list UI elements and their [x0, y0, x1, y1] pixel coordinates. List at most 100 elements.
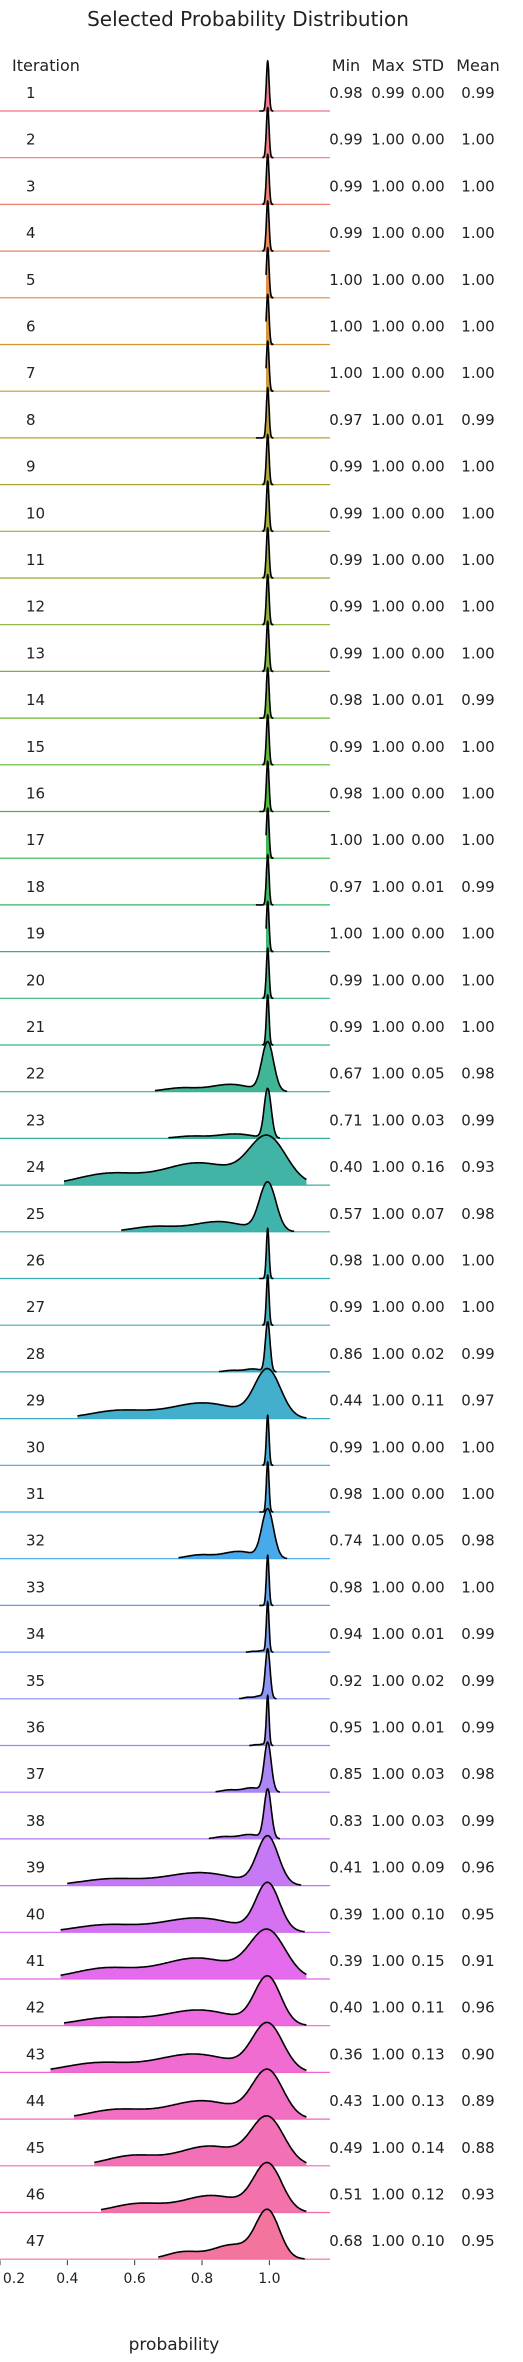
ridge-density-fill [121, 1181, 295, 1232]
stat-min: 0.99 [329, 131, 362, 149]
stat-max: 1.00 [371, 925, 404, 943]
ridge-row-23: 23 0.71 1.00 0.03 0.99 [0, 1087, 495, 1140]
stat-max: 1.00 [371, 1392, 404, 1410]
ridge-density-fill [94, 2115, 307, 2166]
stat-max: 1.00 [371, 1111, 404, 1129]
iteration-label: 5 [26, 271, 36, 289]
stat-min: 0.36 [329, 2045, 362, 2063]
stat-std: 0.00 [411, 1438, 444, 1456]
stat-mean: 0.99 [461, 1111, 494, 1129]
ridge-row-15: 15 0.99 1.00 0.00 1.00 [0, 713, 495, 766]
stat-mean: 0.95 [461, 1905, 494, 1923]
stat-mean: 0.99 [461, 878, 494, 896]
ridge-row-2: 2 0.99 1.00 0.00 1.00 [0, 106, 495, 159]
stat-min: 0.43 [329, 2092, 362, 2110]
ridge-row-24: 24 0.40 1.00 0.16 0.93 [0, 1134, 495, 1186]
ridge-density-line [261, 526, 274, 579]
stat-max: 1.00 [371, 1859, 404, 1877]
stat-std: 0.00 [411, 831, 444, 849]
stat-min: 0.68 [329, 2232, 362, 2250]
stat-mean: 0.99 [461, 691, 494, 709]
stat-max: 1.00 [371, 691, 404, 709]
ridge-row-9: 9 0.99 1.00 0.00 1.00 [0, 433, 495, 486]
stat-mean: 1.00 [461, 1438, 494, 1456]
iteration-label: 29 [26, 1392, 45, 1410]
stat-std: 0.13 [411, 2045, 444, 2063]
iteration-label: 15 [26, 738, 45, 756]
stat-std: 0.11 [411, 1392, 444, 1410]
ridge-density-line [50, 2021, 307, 2071]
stat-std: 0.00 [411, 131, 444, 149]
stat-min: 0.71 [329, 1111, 362, 1129]
stat-mean: 0.98 [461, 1765, 494, 1783]
ridge-row-8: 8 0.97 1.00 0.01 0.99 [0, 386, 495, 439]
ridge-density-line [261, 573, 274, 626]
ridge-density-fill [262, 528, 274, 578]
stat-max: 1.00 [371, 785, 404, 803]
column-header-min: Min [332, 56, 360, 75]
ridge-row-36: 36 0.95 1.00 0.01 0.99 [0, 1693, 495, 1747]
stat-std: 0.00 [411, 84, 444, 102]
x-axis-label: probability [129, 2335, 220, 2355]
ridge-density-line [178, 1507, 288, 1560]
ridge-density-fill [262, 574, 274, 625]
stat-min: 0.97 [329, 878, 362, 896]
stat-std: 0.00 [411, 224, 444, 242]
ridge-row-39: 39 0.41 1.00 0.09 0.96 [0, 1834, 495, 1887]
stat-std: 0.10 [411, 2232, 444, 2250]
iteration-label: 4 [26, 224, 36, 242]
stat-mean: 0.99 [461, 411, 494, 429]
stat-mean: 1.00 [461, 598, 494, 616]
stat-max: 1.00 [371, 318, 404, 336]
stat-min: 1.00 [329, 925, 362, 943]
stat-std: 0.00 [411, 1252, 444, 1270]
ridge-density-line [94, 2114, 307, 2164]
stat-max: 1.00 [371, 131, 404, 149]
stat-min: 0.99 [329, 598, 362, 616]
stat-mean: 1.00 [461, 177, 494, 195]
stat-min: 0.74 [329, 1532, 362, 1550]
ridge-density-line [67, 1834, 302, 1886]
ridge-density-fill [266, 247, 274, 298]
stat-mean: 1.00 [461, 925, 494, 943]
stat-mean: 1.00 [461, 971, 494, 989]
ridge-density-line [238, 1647, 277, 1700]
stat-std: 0.00 [411, 177, 444, 195]
iteration-label: 45 [26, 2139, 45, 2157]
ridge-density-line [259, 1227, 274, 1280]
y-axis-label: Iteration [12, 56, 80, 75]
ridge-row-37: 37 0.85 1.00 0.03 0.98 [0, 1741, 495, 1793]
stat-mean: 1.00 [461, 1018, 494, 1036]
ridge-row-28: 28 0.86 1.00 0.02 0.99 [0, 1320, 495, 1373]
stat-max: 1.00 [371, 2232, 404, 2250]
iteration-label: 43 [26, 2045, 45, 2063]
ridge-density-fill [178, 1508, 288, 1559]
stat-mean: 0.97 [461, 1392, 494, 1410]
ridge-density-line [259, 666, 274, 719]
stat-mean: 0.99 [461, 1672, 494, 1690]
ridge-density-line [259, 760, 274, 813]
stat-max: 1.00 [371, 1485, 404, 1503]
ridge-density-fill [215, 1742, 280, 1793]
stat-max: 1.00 [371, 1765, 404, 1783]
ridge-row-4: 4 0.99 1.00 0.00 1.00 [0, 199, 495, 252]
ridge-row-21: 21 0.99 1.00 0.00 1.00 [0, 993, 495, 1046]
ridge-row-1: 1 0.98 0.99 0.00 0.99 [0, 59, 495, 112]
stat-mean: 0.88 [461, 2139, 494, 2157]
iteration-label: 32 [26, 1532, 45, 1550]
ridge-row-46: 46 0.51 1.00 0.12 0.93 [0, 2161, 495, 2214]
ridge-density-line [259, 1460, 274, 1513]
stat-max: 1.00 [371, 411, 404, 429]
iteration-label: 36 [26, 1719, 45, 1737]
ridge-row-22: 22 0.67 1.00 0.05 0.98 [0, 1040, 495, 1093]
iteration-label: 19 [26, 925, 45, 943]
ridge-density-line [215, 1741, 280, 1793]
stat-mean: 0.99 [461, 1345, 494, 1363]
stat-std: 0.00 [411, 785, 444, 803]
stat-min: 0.99 [329, 1438, 362, 1456]
ridge-density-line [261, 106, 274, 159]
ridge-density-fill [60, 1929, 307, 1979]
stat-min: 0.97 [329, 411, 362, 429]
stat-max: 1.00 [371, 1578, 404, 1596]
x-tick-label: 0.2 [3, 2271, 25, 2287]
